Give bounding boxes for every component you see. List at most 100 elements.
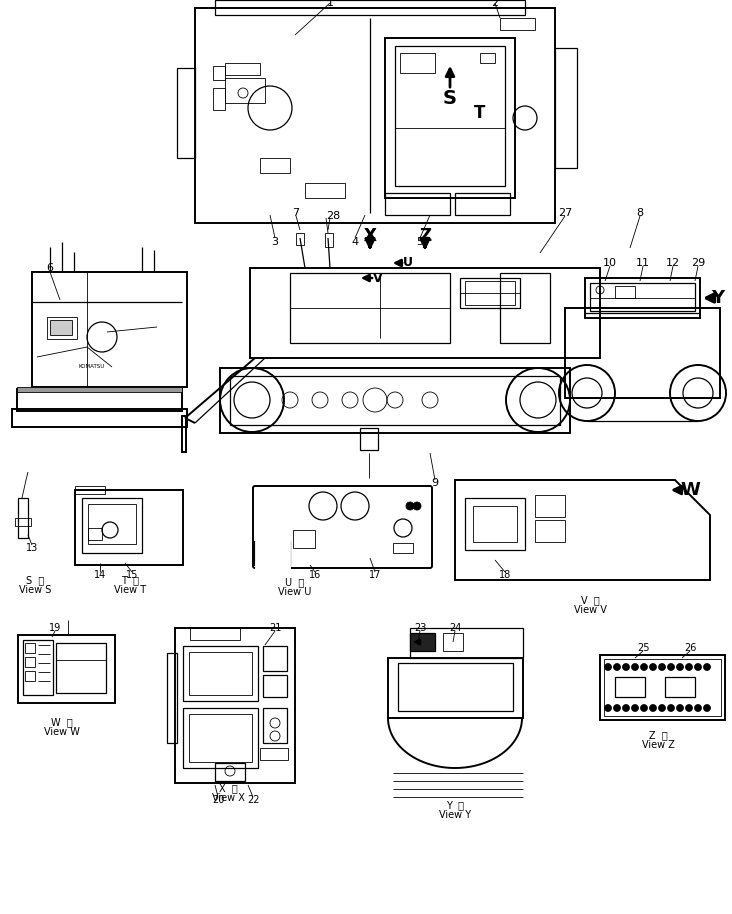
Circle shape — [676, 705, 684, 711]
Bar — [255, 541, 290, 569]
Bar — [460, 278, 520, 308]
Circle shape — [622, 664, 630, 671]
Bar — [17, 389, 182, 411]
Bar — [385, 38, 515, 198]
Text: 29: 29 — [691, 258, 705, 268]
Text: 8: 8 — [636, 208, 643, 218]
Bar — [385, 193, 450, 215]
Text: T  视: T 视 — [121, 575, 139, 585]
Bar — [388, 658, 523, 718]
Text: 10: 10 — [603, 258, 617, 268]
Circle shape — [640, 664, 648, 671]
Text: KOMATSU: KOMATSU — [79, 365, 105, 369]
Text: Z: Z — [419, 227, 431, 245]
Text: 23: 23 — [414, 623, 426, 633]
Bar — [82, 498, 142, 553]
Bar — [393, 543, 413, 553]
Circle shape — [649, 664, 657, 671]
Bar — [263, 708, 287, 743]
Bar — [175, 628, 295, 783]
Text: W  视: W 视 — [51, 717, 73, 727]
Bar — [263, 675, 287, 697]
Bar — [183, 646, 258, 701]
Text: View T: View T — [114, 585, 146, 595]
Bar — [263, 646, 287, 671]
Text: U: U — [403, 257, 413, 270]
Bar — [32, 272, 187, 387]
Text: 28: 28 — [326, 211, 340, 221]
Text: 9: 9 — [431, 478, 438, 488]
Bar — [167, 653, 177, 743]
Bar — [213, 88, 225, 110]
Bar — [215, 763, 245, 781]
Bar — [410, 628, 523, 658]
Circle shape — [659, 705, 665, 711]
Text: 19: 19 — [49, 623, 61, 633]
Text: Y: Y — [712, 289, 725, 307]
Text: View V: View V — [574, 605, 606, 615]
Text: 13: 13 — [26, 543, 38, 553]
Bar — [290, 273, 450, 343]
Circle shape — [659, 664, 665, 671]
Bar — [220, 368, 570, 433]
Text: Z  视: Z 视 — [649, 730, 668, 740]
Text: 5: 5 — [417, 237, 424, 247]
Text: X: X — [364, 227, 376, 245]
Bar — [604, 659, 721, 716]
Bar — [195, 8, 555, 223]
Bar — [555, 48, 577, 168]
Circle shape — [676, 664, 684, 671]
Circle shape — [668, 664, 674, 671]
Circle shape — [605, 664, 611, 671]
Bar — [395, 46, 505, 186]
Bar — [177, 68, 195, 158]
Text: 14: 14 — [94, 570, 106, 580]
Bar — [615, 677, 645, 697]
Circle shape — [695, 705, 701, 711]
Bar — [215, 0, 525, 15]
Bar — [410, 633, 435, 651]
Bar — [325, 233, 333, 247]
Bar — [182, 416, 186, 452]
Circle shape — [613, 705, 621, 711]
Circle shape — [640, 705, 648, 711]
Circle shape — [632, 705, 638, 711]
Bar — [47, 317, 77, 339]
Bar — [88, 528, 102, 540]
Bar — [400, 53, 435, 73]
Bar — [398, 663, 513, 711]
Bar — [189, 652, 252, 695]
Text: View X: View X — [212, 793, 244, 803]
Bar — [183, 708, 258, 768]
Bar — [535, 495, 565, 517]
Bar — [600, 655, 725, 720]
Bar — [260, 158, 290, 173]
Text: View U: View U — [278, 587, 312, 597]
Bar — [360, 428, 378, 450]
Text: X  视: X 视 — [219, 783, 237, 793]
Text: 7: 7 — [293, 208, 299, 218]
Bar — [225, 78, 265, 103]
Bar — [465, 281, 515, 305]
Bar — [455, 193, 510, 215]
Circle shape — [685, 705, 692, 711]
Text: 12: 12 — [666, 258, 680, 268]
Bar — [305, 183, 345, 198]
Bar — [18, 635, 115, 703]
Bar — [296, 233, 304, 245]
Bar — [585, 278, 700, 318]
Circle shape — [695, 664, 701, 671]
Bar — [25, 671, 35, 681]
Text: 17: 17 — [369, 570, 381, 580]
Circle shape — [703, 664, 711, 671]
Circle shape — [632, 664, 638, 671]
Bar — [500, 18, 535, 30]
Circle shape — [406, 502, 414, 510]
Text: Y  视: Y 视 — [446, 800, 464, 810]
Text: 22: 22 — [247, 795, 259, 805]
Bar — [665, 677, 695, 697]
Circle shape — [613, 664, 621, 671]
Text: V: V — [373, 271, 383, 284]
Bar — [565, 308, 720, 398]
Circle shape — [668, 705, 674, 711]
